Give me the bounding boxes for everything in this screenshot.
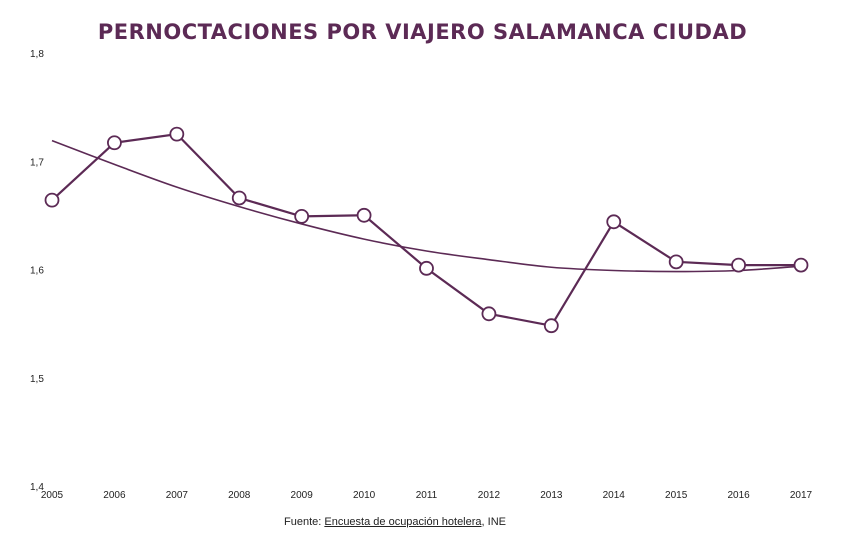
y-tick-label: 1,4 [30, 482, 44, 493]
source-link[interactable]: Encuesta de ocupación hotelera [324, 516, 482, 528]
data-point [169, 126, 185, 142]
x-tick-label: 2005 [41, 490, 64, 501]
x-tick-label: 2015 [665, 490, 688, 501]
x-tick-label: 2012 [478, 490, 501, 501]
x-axis: 2005 2006 2007 2008 2009 2010 2011 2012 2013 2014… [41, 490, 813, 501]
trendline [51, 139, 802, 273]
x-tick-label: 2017 [790, 490, 813, 501]
y-tick-label: 1,7 [30, 157, 44, 168]
x-tick-label: 2013 [540, 490, 563, 501]
data-point [419, 260, 434, 276]
x-tick-label: 2006 [103, 490, 126, 501]
data-point [668, 254, 684, 270]
data-point [793, 257, 809, 273]
data-point [44, 192, 60, 208]
x-tick-label: 2008 [228, 490, 251, 501]
y-tick-label: 1,6 [30, 266, 44, 277]
data-point [231, 190, 247, 206]
data-point [606, 214, 622, 230]
source-note: Fuente: Encuesta de ocupación hotelera, … [0, 516, 790, 528]
y-axis: 1,4 1,5 1,6 1,7 1,8 [30, 49, 44, 493]
chart-title: PERNOCTACIONES POR VIAJERO SALAMANCA CIU… [97, 20, 748, 44]
series-line [51, 132, 801, 327]
x-tick-label: 2014 [603, 490, 626, 501]
x-tick-label: 2009 [291, 490, 314, 501]
y-tick-label: 1,5 [30, 374, 44, 385]
data-point [481, 306, 497, 322]
x-tick-label: 2016 [727, 490, 750, 501]
data-point [356, 207, 372, 223]
data-point [543, 318, 559, 334]
source-prefix: Fuente: [284, 516, 325, 528]
source-suffix: , INE [481, 516, 506, 528]
x-tick-label: 2007 [166, 490, 189, 501]
data-point [107, 135, 122, 151]
data-point [731, 257, 746, 273]
x-tick-label: 2010 [353, 490, 376, 501]
y-tick-label: 1,8 [30, 49, 44, 60]
data-point [294, 208, 310, 224]
data-points [44, 126, 809, 334]
x-tick-label: 2011 [416, 490, 438, 501]
